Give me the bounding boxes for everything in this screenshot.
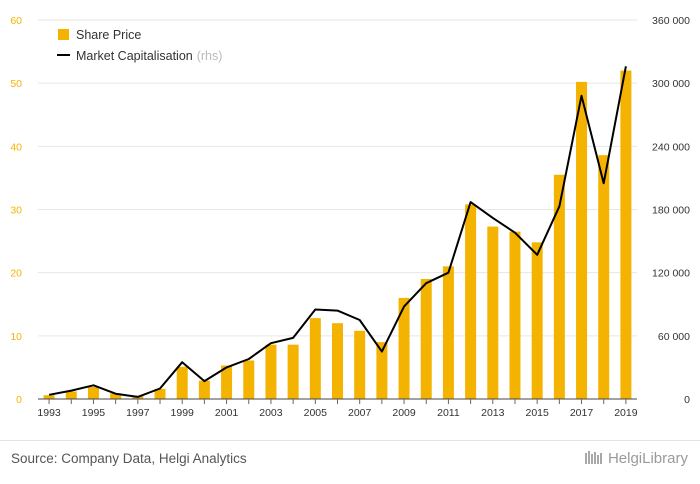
bar-2013	[487, 226, 499, 399]
bar-2009	[398, 297, 410, 399]
share-price-bars	[43, 70, 632, 400]
bar-2014	[509, 231, 521, 399]
bar-2004	[287, 344, 299, 399]
brand-logo: HelgiLibrary	[584, 450, 688, 467]
bar-2005	[309, 318, 321, 399]
y-right-tick-label: 60 000	[658, 331, 690, 343]
x-tick-label: 1995	[82, 407, 106, 419]
source-note: Source: Company Data, Helgi Analytics	[11, 451, 247, 466]
legend: Share Price Market Capitalisation (rhs)	[57, 28, 222, 63]
y-right-tick-label: 300 000	[652, 78, 690, 90]
bar-1995	[87, 386, 99, 399]
x-tick-label: 2017	[570, 407, 594, 419]
y-right-tick-label: 0	[684, 394, 690, 406]
bar-2010	[420, 278, 432, 399]
market-cap-line-group	[48, 66, 627, 398]
bar-2017	[576, 81, 588, 400]
legend-label-rhs: (rhs)	[197, 49, 223, 63]
legend-label-market-cap-text: Market Capitalisation	[76, 49, 193, 63]
right-axis-labels: 0 60 000 120 000 180 000 240 000 300 000 360 0…	[652, 15, 690, 406]
x-tick-label: 1999	[171, 407, 195, 419]
x-tick-label: 2005	[304, 407, 328, 419]
bar-2011	[442, 266, 454, 399]
bar-1994	[65, 391, 77, 399]
x-tick-label: 2019	[614, 407, 638, 419]
x-tick-label: 1997	[126, 407, 150, 419]
y-right-tick-label: 180 000	[652, 205, 690, 217]
bar-1998	[154, 388, 166, 399]
bar-2012	[465, 204, 477, 399]
y-left-tick-label: 30	[10, 205, 22, 217]
bar-2000	[198, 380, 210, 399]
market-cap-line	[48, 66, 627, 398]
y-right-tick-label: 360 000	[652, 15, 690, 27]
brand-name: HelgiLibrary	[607, 450, 688, 467]
x-tick-label: 2011	[437, 407, 460, 419]
x-tick-label: 2003	[259, 407, 283, 419]
chart: 0 10 20 30 40 50 60 0 60 000 120 000 180 000 240 0…	[10, 15, 690, 419]
bar-2008	[376, 342, 388, 399]
y-left-tick-label: 40	[10, 141, 22, 153]
bar-1996	[110, 393, 122, 399]
library-books-icon	[584, 451, 602, 464]
bar-2001	[221, 365, 233, 399]
bar-2015	[531, 242, 543, 399]
bar-1993	[43, 395, 55, 399]
y-left-tick-label: 50	[10, 78, 22, 90]
y-right-tick-label: 240 000	[652, 141, 690, 153]
y-left-tick-label: 20	[10, 268, 22, 280]
y-left-tick-label: 10	[10, 331, 22, 343]
gridlines	[38, 19, 637, 337]
bar-2019	[620, 70, 632, 400]
bar-2018	[598, 155, 610, 399]
bar-2007	[354, 330, 366, 399]
x-tick-label: 2007	[348, 407, 372, 419]
y-left-tick-label: 60	[10, 15, 22, 27]
bar-2006	[332, 323, 343, 399]
footer: Source: Company Data, Helgi Analytics He…	[0, 440, 700, 484]
left-axis-labels: 0 10 20 30 40 50 60	[10, 15, 22, 406]
legend-label-share-price: Share Price	[76, 28, 141, 42]
legend-swatch-share-price	[58, 29, 69, 40]
x-tick-label: 2001	[215, 407, 239, 419]
x-tick-label: 2013	[481, 407, 505, 419]
bar-2002	[243, 360, 255, 399]
x-tick-label: 1993	[37, 407, 61, 419]
x-tick-label: 2009	[392, 407, 416, 419]
bar-2016	[553, 174, 565, 399]
x-axis: 1993 1995 1997 1999 2001 2003 2005 2007 2009 2011…	[37, 398, 638, 419]
x-tick-label: 2015	[525, 407, 549, 419]
y-right-tick-label: 120 000	[652, 268, 690, 280]
y-left-tick-label: 0	[16, 394, 22, 406]
bar-1999	[176, 366, 188, 399]
bar-2003	[265, 344, 277, 399]
legend-label-market-cap: Market Capitalisation (rhs)	[76, 49, 222, 63]
